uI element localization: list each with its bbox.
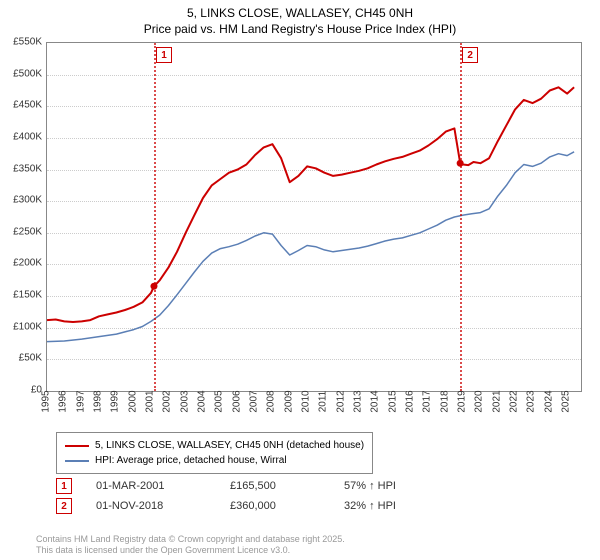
x-tick-label: 2012: [335, 390, 346, 412]
y-tick-label: £450K: [2, 100, 42, 111]
chart-title: 5, LINKS CLOSE, WALLASEY, CH45 0NH Price…: [0, 0, 600, 37]
x-tick-label: 2021: [491, 390, 502, 412]
y-tick-label: £0: [2, 385, 42, 396]
sale-vs-hpi: 32% ↑ HPI: [344, 500, 396, 512]
x-tick-label: 1997: [75, 390, 86, 412]
x-tick-label: 1995: [41, 390, 52, 412]
series-blue: [47, 152, 574, 342]
chart-svg: [47, 43, 581, 391]
y-tick-label: £500K: [2, 68, 42, 79]
y-tick-label: £100K: [2, 321, 42, 332]
x-tick-label: 2024: [543, 390, 554, 412]
legend-swatch-blue: [65, 460, 89, 462]
sale-date: 01-NOV-2018: [96, 500, 206, 512]
legend-row: 5, LINKS CLOSE, WALLASEY, CH45 0NH (deta…: [65, 438, 364, 453]
y-tick-label: £150K: [2, 290, 42, 301]
x-tick-label: 2003: [179, 390, 190, 412]
x-tick-label: 2018: [439, 390, 450, 412]
x-tick-label: 2015: [387, 390, 398, 412]
sale-marker-line: [154, 43, 156, 391]
x-tick-label: 2013: [353, 390, 364, 412]
x-tick-label: 2022: [509, 390, 520, 412]
x-tick-label: 2005: [214, 390, 225, 412]
credit-text: Contains HM Land Registry data © Crown c…: [36, 534, 345, 556]
title-line1: 5, LINKS CLOSE, WALLASEY, CH45 0NH: [187, 6, 413, 20]
sale-marker-callout: 2: [462, 47, 478, 63]
y-tick-label: £200K: [2, 258, 42, 269]
x-tick-label: 1998: [93, 390, 104, 412]
sale-markers-table: 1 01-MAR-2001 £165,500 57% ↑ HPI 2 01-NOV-201…: [56, 476, 396, 516]
x-tick-label: 2014: [370, 390, 381, 412]
sale-marker-line: [460, 43, 462, 391]
x-tick-label: 2000: [127, 390, 138, 412]
x-tick-label: 2010: [301, 390, 312, 412]
sale-price: £360,000: [230, 500, 320, 512]
x-tick-label: 1996: [58, 390, 69, 412]
legend-label-blue: HPI: Average price, detached house, Wirr…: [95, 453, 287, 468]
x-tick-label: 2006: [231, 390, 242, 412]
x-tick-label: 2023: [526, 390, 537, 412]
chart-legend: 5, LINKS CLOSE, WALLASEY, CH45 0NH (deta…: [56, 432, 373, 474]
y-tick-label: £50K: [2, 353, 42, 364]
sale-vs-hpi: 57% ↑ HPI: [344, 480, 396, 492]
x-tick-label: 2017: [422, 390, 433, 412]
y-tick-label: £300K: [2, 195, 42, 206]
y-tick-label: £350K: [2, 163, 42, 174]
chart-plot-area: 12: [46, 42, 582, 392]
x-tick-label: 2004: [197, 390, 208, 412]
x-tick-label: 2007: [249, 390, 260, 412]
y-tick-label: £400K: [2, 131, 42, 142]
x-tick-label: 2025: [561, 390, 572, 412]
sale-date: 01-MAR-2001: [96, 480, 206, 492]
x-tick-label: 2009: [283, 390, 294, 412]
sale-marker-index: 1: [56, 478, 72, 494]
x-tick-label: 2019: [457, 390, 468, 412]
x-tick-label: 2016: [405, 390, 416, 412]
sale-marker-row: 1 01-MAR-2001 £165,500 57% ↑ HPI: [56, 476, 396, 496]
y-tick-label: £550K: [2, 37, 42, 48]
x-tick-label: 1999: [110, 390, 121, 412]
x-tick-label: 2008: [266, 390, 277, 412]
x-tick-label: 2002: [162, 390, 173, 412]
x-tick-label: 2011: [318, 391, 329, 413]
sale-marker-index: 2: [56, 498, 72, 514]
series-red: [47, 87, 574, 322]
x-tick-label: 2020: [474, 390, 485, 412]
x-tick-label: 2001: [145, 390, 156, 412]
sale-price: £165,500: [230, 480, 320, 492]
legend-row: HPI: Average price, detached house, Wirr…: [65, 453, 364, 468]
title-line2: Price paid vs. HM Land Registry's House …: [144, 22, 456, 36]
legend-label-red: 5, LINKS CLOSE, WALLASEY, CH45 0NH (deta…: [95, 438, 364, 453]
legend-swatch-red: [65, 445, 89, 447]
sale-marker-callout: 1: [156, 47, 172, 63]
y-tick-label: £250K: [2, 226, 42, 237]
sale-marker-row: 2 01-NOV-2018 £360,000 32% ↑ HPI: [56, 496, 396, 516]
